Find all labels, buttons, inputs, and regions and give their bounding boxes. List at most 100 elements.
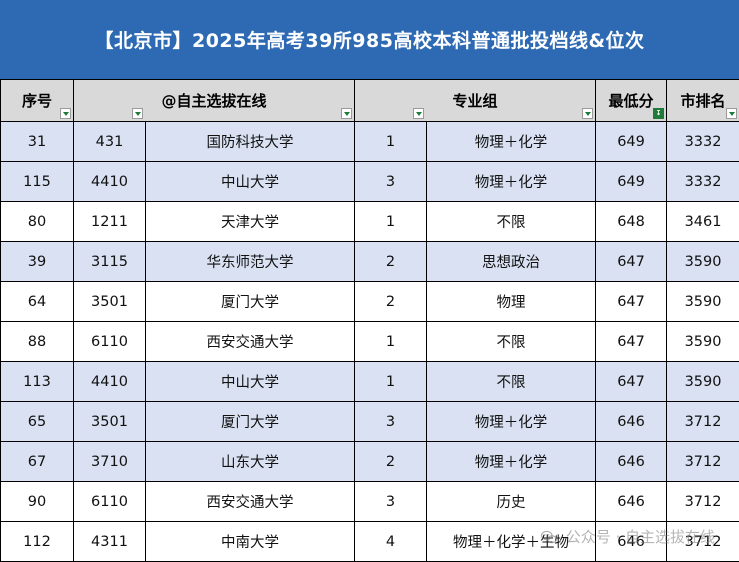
rank-cell[interactable]: 3590 xyxy=(667,322,739,362)
group-cell[interactable]: 1 xyxy=(355,122,427,162)
subjects-cell[interactable]: 不限 xyxy=(427,362,596,402)
school-cell[interactable]: 华东师范大学 xyxy=(146,242,355,282)
header-rank: 市排名 xyxy=(667,80,739,122)
code-cell[interactable]: 6110 xyxy=(74,482,146,522)
filter-dropdown-icon[interactable] xyxy=(582,108,593,119)
seq-cell[interactable]: 65 xyxy=(1,402,74,442)
filter-dropdown-icon[interactable] xyxy=(341,108,352,119)
school-cell[interactable]: 厦门大学 xyxy=(146,282,355,322)
rank-cell[interactable]: 3712 xyxy=(667,442,739,482)
school-cell[interactable]: 厦门大学 xyxy=(146,402,355,442)
min-score-cell[interactable]: 649 xyxy=(596,122,667,162)
code-cell[interactable]: 4311 xyxy=(74,522,146,562)
min-score-cell[interactable]: 646 xyxy=(596,402,667,442)
subjects-cell[interactable]: 物理＋化学 xyxy=(427,442,596,482)
school-cell[interactable]: 中南大学 xyxy=(146,522,355,562)
seq-cell[interactable]: 39 xyxy=(1,242,74,282)
header-group-label: 专业组 xyxy=(453,92,498,110)
min-score-cell[interactable]: 646 xyxy=(596,522,667,562)
group-cell[interactable]: 3 xyxy=(355,402,427,442)
code-cell[interactable]: 431 xyxy=(74,122,146,162)
seq-cell[interactable]: 115 xyxy=(1,162,74,202)
min-score-cell[interactable]: 646 xyxy=(596,442,667,482)
header-min-score: 最低分 ↧ xyxy=(596,80,667,122)
seq-cell[interactable]: 90 xyxy=(1,482,74,522)
rank-cell[interactable]: 3461 xyxy=(667,202,739,242)
rank-cell[interactable]: 3590 xyxy=(667,242,739,282)
school-cell[interactable]: 西安交通大学 xyxy=(146,482,355,522)
rank-cell[interactable]: 3590 xyxy=(667,282,739,322)
code-cell[interactable]: 3501 xyxy=(74,402,146,442)
min-score-cell[interactable]: 647 xyxy=(596,362,667,402)
sort-descending-filter-icon[interactable]: ↧ xyxy=(653,108,664,119)
rank-cell[interactable]: 3712 xyxy=(667,522,739,562)
group-cell[interactable]: 3 xyxy=(355,162,427,202)
rank-cell[interactable]: 3332 xyxy=(667,162,739,202)
subjects-cell[interactable]: 思想政治 xyxy=(427,242,596,282)
group-cell[interactable]: 3 xyxy=(355,482,427,522)
filter-dropdown-icon[interactable] xyxy=(413,108,424,119)
subjects-cell[interactable]: 物理＋化学 xyxy=(427,402,596,442)
rank-cell[interactable]: 3332 xyxy=(667,122,739,162)
code-cell[interactable]: 4410 xyxy=(74,162,146,202)
seq-cell[interactable]: 31 xyxy=(1,122,74,162)
subjects-cell[interactable]: 不限 xyxy=(427,202,596,242)
subjects-cell[interactable]: 物理＋化学＋生物 xyxy=(427,522,596,562)
min-score-cell[interactable]: 647 xyxy=(596,282,667,322)
code-cell[interactable]: 4410 xyxy=(74,362,146,402)
seq-cell[interactable]: 88 xyxy=(1,322,74,362)
min-score-cell[interactable]: 646 xyxy=(596,482,667,522)
group-cell[interactable]: 4 xyxy=(355,522,427,562)
group-cell[interactable]: 2 xyxy=(355,282,427,322)
min-score-cell[interactable]: 648 xyxy=(596,202,667,242)
school-cell[interactable]: 中山大学 xyxy=(146,362,355,402)
school-cell[interactable]: 中山大学 xyxy=(146,162,355,202)
min-score-cell[interactable]: 649 xyxy=(596,162,667,202)
subjects-cell[interactable]: 物理＋化学 xyxy=(427,162,596,202)
filter-dropdown-icon[interactable] xyxy=(726,108,737,119)
header-row: 序号 @自主选拔在线 专业组 最低分 ↧ 市排 xyxy=(1,80,739,122)
seq-cell[interactable]: 112 xyxy=(1,522,74,562)
rank-cell[interactable]: 3712 xyxy=(667,402,739,442)
seq-cell[interactable]: 80 xyxy=(1,202,74,242)
group-cell[interactable]: 1 xyxy=(355,322,427,362)
subjects-cell[interactable]: 历史 xyxy=(427,482,596,522)
group-cell[interactable]: 1 xyxy=(355,362,427,402)
group-cell[interactable]: 2 xyxy=(355,442,427,482)
subjects-cell[interactable]: 物理 xyxy=(427,282,596,322)
code-cell[interactable]: 3710 xyxy=(74,442,146,482)
rank-cell[interactable]: 3712 xyxy=(667,482,739,522)
code-cell[interactable]: 3501 xyxy=(74,282,146,322)
seq-cell[interactable]: 64 xyxy=(1,282,74,322)
code-cell[interactable]: 6110 xyxy=(74,322,146,362)
group-cell[interactable]: 1 xyxy=(355,202,427,242)
header-seq: 序号 xyxy=(1,80,74,122)
filter-dropdown-icon[interactable] xyxy=(132,108,143,119)
code-cell[interactable]: 3115 xyxy=(74,242,146,282)
school-cell[interactable]: 西安交通大学 xyxy=(146,322,355,362)
filter-dropdown-icon[interactable] xyxy=(60,108,71,119)
seq-cell[interactable]: 113 xyxy=(1,362,74,402)
subjects-cell[interactable]: 物理＋化学 xyxy=(427,122,596,162)
code-cell[interactable]: 1211 xyxy=(74,202,146,242)
header-seq-label: 序号 xyxy=(22,92,52,110)
min-score-cell[interactable]: 647 xyxy=(596,322,667,362)
school-cell[interactable]: 天津大学 xyxy=(146,202,355,242)
subjects-cell[interactable]: 不限 xyxy=(427,322,596,362)
seq-cell[interactable]: 67 xyxy=(1,442,74,482)
rank-cell[interactable]: 3590 xyxy=(667,362,739,402)
school-cell[interactable]: 山东大学 xyxy=(146,442,355,482)
min-score-cell[interactable]: 647 xyxy=(596,242,667,282)
school-cell[interactable]: 国防科技大学 xyxy=(146,122,355,162)
group-cell[interactable]: 2 xyxy=(355,242,427,282)
